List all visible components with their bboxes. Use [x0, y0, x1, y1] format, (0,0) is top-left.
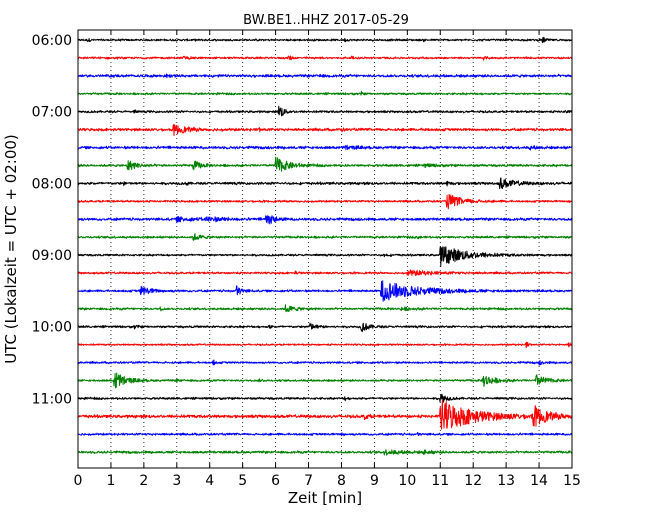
y-tick-label: 11:00 [32, 391, 72, 407]
x-tick-label: 7 [304, 473, 313, 489]
trace-line [77, 269, 573, 276]
trace-line [77, 341, 573, 349]
x-tick-label: 6 [271, 473, 280, 489]
trace-line [77, 144, 573, 151]
trace-line [77, 90, 573, 96]
trace-line [77, 393, 573, 403]
x-tick-label: 5 [238, 473, 247, 489]
x-tick-label: 1 [106, 473, 115, 489]
trace-line [77, 372, 573, 389]
trace-line [77, 36, 573, 44]
y-tick-label: 06:00 [32, 33, 72, 49]
x-tick-label: 12 [464, 473, 482, 489]
y-axis-label: UTC (Lokalzeit = UTC + 02:00) [2, 134, 20, 364]
x-tick-label: 0 [74, 473, 83, 489]
x-tick-label: 3 [172, 473, 181, 489]
x-tick-label: 4 [205, 473, 214, 489]
trace-line [77, 193, 573, 210]
x-tick-label: 2 [139, 473, 148, 489]
trace-line [77, 215, 573, 225]
trace-line [77, 124, 573, 136]
y-tick-label: 08:00 [32, 176, 72, 192]
trace-line [77, 105, 573, 117]
x-tick-label: 8 [337, 473, 346, 489]
chart-title: BW.BE1..HHZ 2017-05-29 [243, 13, 409, 28]
plot-frame [77, 29, 573, 469]
trace-line [77, 399, 573, 430]
x-axis-label: Zeit [min] [288, 489, 362, 507]
x-tick-label: 9 [370, 473, 379, 489]
trace-line [77, 449, 573, 456]
x-axis-ticks: 0 1 2 3 4 5 6 7 8 9 10 11 12 13 14 15 [74, 30, 581, 489]
x-tick-label: 11 [431, 473, 449, 489]
trace-line [77, 304, 573, 313]
y-tick-label: 07:00 [32, 105, 72, 121]
trace-line [77, 359, 573, 366]
trace-line [77, 177, 573, 190]
y-tick-label: 09:00 [32, 248, 72, 264]
trace-line [77, 73, 573, 79]
y-axis-ticks: 06:00 07:00 08:00 09:00 10:00 11:00 [32, 33, 572, 407]
x-tick-label: 15 [563, 473, 581, 489]
trace-line [77, 432, 573, 437]
x-tick-label: 14 [530, 473, 548, 489]
x-tick-label: 10 [398, 473, 416, 489]
trace-line [77, 280, 573, 302]
trace-line [77, 322, 573, 332]
trace-line [77, 233, 573, 241]
y-tick-label: 10:00 [32, 320, 72, 336]
trace-line [77, 55, 573, 61]
grid-lines [110, 30, 540, 468]
trace-group [77, 36, 573, 456]
trace-line [77, 246, 573, 267]
x-tick-label: 13 [497, 473, 515, 489]
trace-line [77, 156, 573, 172]
